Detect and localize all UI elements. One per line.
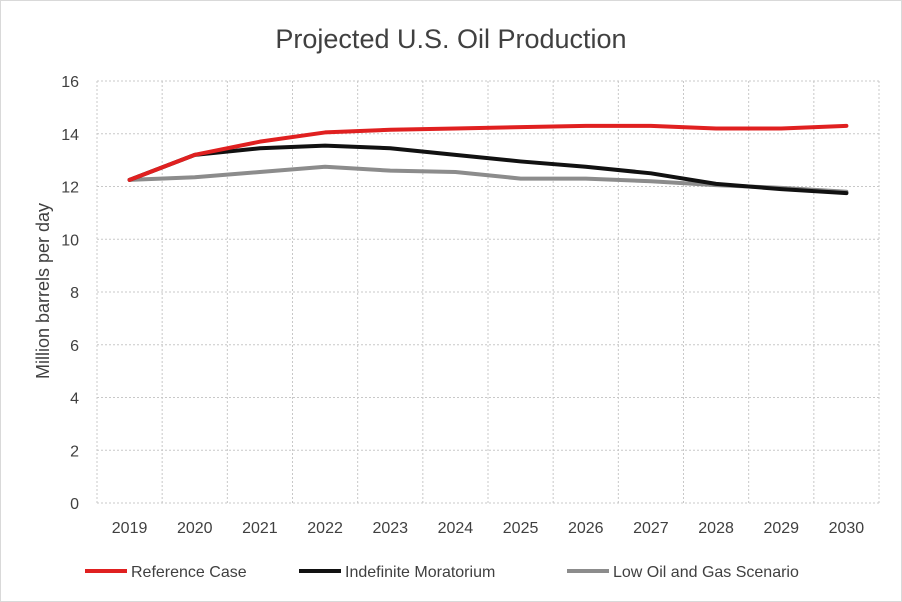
x-tick-label: 2020 bbox=[177, 520, 213, 537]
legend-label: Low Oil and Gas Scenario bbox=[613, 564, 799, 581]
x-axis-ticks: 2019 2020 2021 2022 2023 2024 2025 2026 2027 2028… bbox=[112, 520, 865, 537]
y-tick-label: 2 bbox=[70, 443, 79, 460]
legend: Reference Case Indefinite Moratorium Low O… bbox=[85, 564, 799, 581]
x-tick-label: 2026 bbox=[568, 520, 604, 537]
y-tick-label: 8 bbox=[70, 285, 79, 302]
y-tick-label: 6 bbox=[70, 338, 79, 355]
series-line-1 bbox=[127, 143, 849, 196]
x-tick-label: 2022 bbox=[307, 520, 343, 537]
y-tick-label: 14 bbox=[61, 127, 79, 144]
x-tick-label: 2024 bbox=[438, 520, 474, 537]
y-tick-label: 10 bbox=[61, 232, 79, 249]
y-tick-label: 4 bbox=[70, 391, 79, 408]
x-tick-label: 2025 bbox=[503, 520, 539, 537]
x-tick-label: 2027 bbox=[633, 520, 669, 537]
x-tick-label: 2029 bbox=[763, 520, 799, 537]
series-lines bbox=[127, 123, 849, 196]
x-tick-label: 2030 bbox=[829, 520, 865, 537]
x-tick-label: 2023 bbox=[372, 520, 408, 537]
y-tick-label: 12 bbox=[61, 180, 79, 197]
y-axis-label: Million barrels per day bbox=[33, 203, 53, 379]
series-line-0 bbox=[127, 123, 849, 182]
x-tick-label: 2019 bbox=[112, 520, 148, 537]
gridlines bbox=[96, 80, 880, 504]
y-tick-label: 16 bbox=[61, 74, 79, 91]
chart-title: Projected U.S. Oil Production bbox=[275, 24, 626, 54]
y-axis-ticks: 0 2 4 6 8 10 12 14 16 bbox=[61, 74, 79, 513]
y-tick-label: 0 bbox=[70, 496, 79, 513]
x-tick-label: 2021 bbox=[242, 520, 278, 537]
x-tick-label: 2028 bbox=[698, 520, 734, 537]
legend-label: Reference Case bbox=[131, 564, 247, 581]
legend-label: Indefinite Moratorium bbox=[345, 564, 495, 581]
